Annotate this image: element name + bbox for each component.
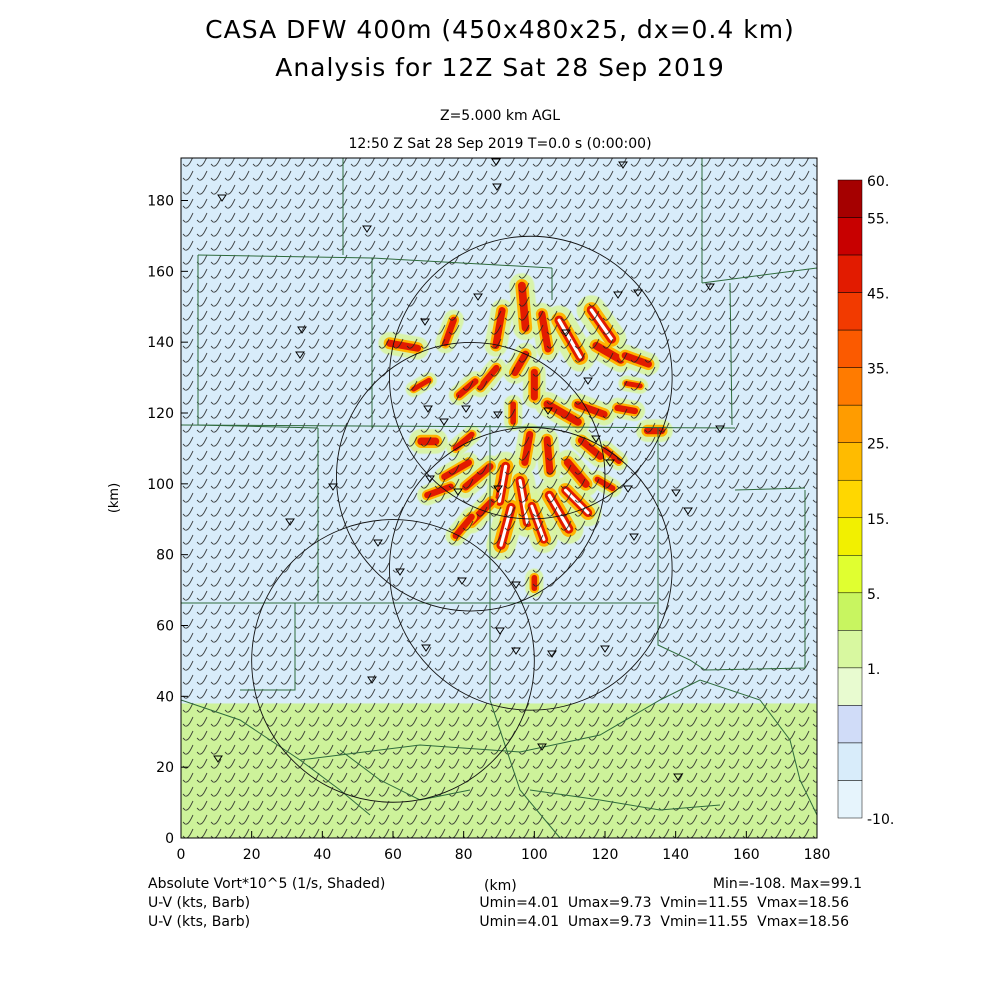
x-tick-label-2: 40 [313, 847, 331, 863]
min-max-values: Min=-108. Max=99.1 [712, 876, 862, 892]
colorbar-label-0: 60. [867, 174, 889, 190]
field-label-vorticity: Absolute Vort*10^5 (1/s, Shaded) [148, 876, 386, 892]
x-tick-label-5: 100 [521, 847, 548, 863]
colorbar-segment-7 [837, 442, 863, 481]
time-subtitle: 12:50 Z Sat 28 Sep 2019 T=0.0 s (0:00:00… [348, 136, 652, 152]
chart-title-line1: CASA DFW 400m (450x480x25, dx=0.4 km) [205, 15, 795, 44]
x-tick-label-1: 20 [243, 847, 261, 863]
colorbar-segment-0 [837, 179, 863, 218]
y-tick-label-4: 80 [156, 548, 174, 564]
x-tick-label-8: 160 [733, 847, 760, 863]
colorbar-segment-14 [837, 705, 863, 744]
colorbar-segment-3 [837, 292, 863, 331]
colorbar-label-3: 35. [867, 362, 889, 378]
colorbar-segment-12 [837, 630, 863, 669]
colorbar-segment-13 [837, 667, 863, 706]
county-boundaries [181, 158, 817, 838]
y-axis-label: (km) [107, 483, 122, 513]
colorbar-label-8: -10. [867, 812, 894, 828]
x-tick-label-3: 60 [384, 847, 402, 863]
colorbar-segment-1 [837, 217, 863, 256]
radar-sites [213, 158, 725, 781]
radar-ring-2 [389, 427, 673, 711]
plot-frame [180, 157, 818, 839]
colorbar-label-7: 1. [867, 662, 880, 678]
colorbar-label-6: 5. [867, 587, 880, 603]
y-tick-label-2: 40 [156, 689, 174, 705]
colorbar-segment-16 [837, 780, 863, 819]
colorbar-segment-5 [837, 367, 863, 406]
colorbar-segment-4 [837, 329, 863, 368]
y-tick-label-5: 100 [147, 477, 174, 493]
colorbar-segment-15 [837, 742, 863, 781]
uv-range-2: Umin=4.01 Umax=9.73 Vmin=11.55 Vmax=18.5… [479, 914, 849, 930]
colorbar-segment-11 [837, 592, 863, 631]
field-label-wind-2: U-V (kts, Barb) [148, 914, 251, 930]
colorbar-label-2: 45. [867, 287, 889, 303]
x-tick-label-0: 0 [177, 847, 186, 863]
y-tick-label-1: 20 [156, 760, 174, 776]
colorbar-segment-6 [837, 404, 863, 443]
x-tick-label-6: 120 [592, 847, 619, 863]
radar-ring-1 [336, 342, 606, 612]
colorbar-segment-8 [837, 479, 863, 519]
y-tick-label-8: 160 [147, 264, 174, 280]
chart-title-line2: Analysis for 12Z Sat 28 Sep 2019 [275, 53, 725, 82]
wind-barbs [181, 158, 817, 838]
colorbar-segment-10 [837, 555, 863, 594]
colorbar-segment-9 [837, 517, 863, 556]
x-tick-label-7: 140 [662, 847, 689, 863]
colorbar-label-4: 25. [867, 437, 889, 453]
y-tick-label-6: 120 [147, 406, 174, 422]
colorbar-segment-2 [837, 254, 863, 293]
x-tick-label-4: 80 [455, 847, 473, 863]
field-label-wind-1: U-V (kts, Barb) [148, 895, 251, 911]
y-tick-label-3: 60 [156, 619, 174, 635]
colorbar-label-5: 15. [867, 512, 889, 528]
y-tick-label-7: 140 [147, 335, 174, 351]
level-subtitle: Z=5.000 km AGL [439, 108, 561, 124]
y-tick-label-9: 180 [147, 194, 174, 210]
radar-ring-0 [389, 235, 673, 520]
colorbar-label-1: 55. [867, 212, 889, 228]
uv-range-1: Umin=4.01 Umax=9.73 Vmin=11.55 Vmax=18.5… [479, 895, 849, 911]
radar-ring-3 [251, 519, 535, 803]
x-tick-label-9: 180 [804, 847, 831, 863]
y-tick-label-0: 0 [165, 831, 174, 847]
x-axis-unit: (km) [484, 878, 517, 894]
